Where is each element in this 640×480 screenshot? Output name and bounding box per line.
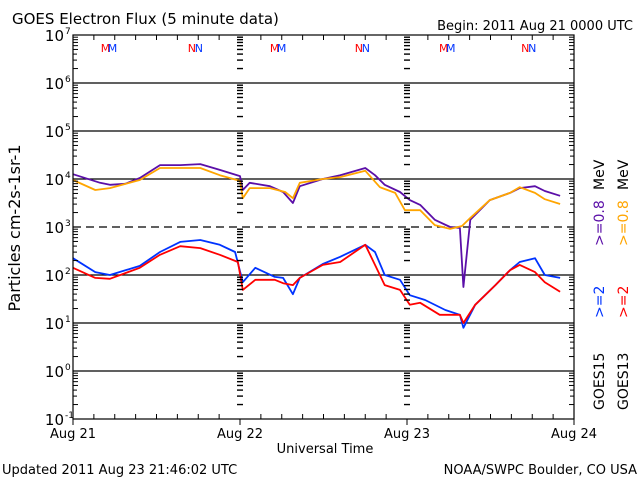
legend-goes15-low: >=2 [592,286,608,318]
updated-label: Updated 2011 Aug 23 21:46:02 UTC [2,463,237,478]
marker-label: M [277,42,287,55]
series-line-goes13-0-8-mev [72,167,561,230]
marker-label: M [270,42,280,55]
begin-label: Begin: 2011 Aug 21 0000 UTC [437,19,633,34]
marker-label: N [528,42,536,55]
series-line-goes15-0-8-mev [72,163,561,288]
y-tick-exponent: 6 [65,75,71,85]
legend-goes15-label: GOES15 [592,353,608,410]
y-tick-label: 10 [45,363,64,381]
x-axis-label: Universal Time [277,442,374,457]
marker-label: N [362,42,370,55]
series-line-goes15-2-mev [72,239,561,329]
y-tick-exponent: 3 [65,219,71,229]
legend-goes13-unit: MeV [616,159,632,190]
y-tick-label: 10 [45,315,64,333]
legend-goes15-unit: MeV [592,159,608,190]
legend-goes15-high: >=0.8 [592,200,608,246]
chart-title: GOES Electron Flux (5 minute data) [12,10,279,28]
marker-label: M [439,42,449,55]
marker-label: M [101,42,111,55]
x-tick-label: Aug 23 [384,427,430,442]
legend-goes13-low: >=2 [616,286,632,318]
y-tick-label: 10 [45,123,64,141]
marker-label: N [355,42,363,55]
x-tick-label: Aug 22 [217,427,263,442]
y-tick-exponent: 7 [65,27,71,37]
y-tick-label: 10 [45,219,64,237]
y-tick-exponent: 1 [65,315,71,325]
y-axis-label: Particles cm-2s-1sr-1 [5,144,24,311]
legend-goes13-high: >=0.8 [616,200,632,246]
legend: GOES15 >=2 >=0.8 MeV GOES13 >=2 >=0.8 MeV [592,159,632,410]
marker-label: M [108,42,118,55]
series-line-goes13-2-mev [72,243,561,324]
y-tick-exponent: 4 [65,171,71,181]
y-tick-label: 10 [45,27,64,45]
y-tick-exponent: -1 [65,411,74,421]
legend-goes13-label: GOES13 [616,353,632,410]
credit-label: NOAA/SWPC Boulder, CO USA [444,463,637,478]
y-tick-label: 10 [45,75,64,93]
y-tick-label: 10 [45,267,64,285]
x-tick-label: Aug 21 [50,427,96,442]
x-tick-label: Aug 24 [551,427,597,442]
y-tick-exponent: 0 [65,363,71,373]
y-tick-label: 10 [45,411,64,429]
y-tick-exponent: 2 [65,267,71,277]
marker-label: N [195,42,203,55]
marker-label: N [188,42,196,55]
y-tick-label: 10 [45,171,64,189]
y-tick-exponent: 5 [65,123,71,133]
marker-label: N [521,42,529,55]
marker-label: M [446,42,456,55]
